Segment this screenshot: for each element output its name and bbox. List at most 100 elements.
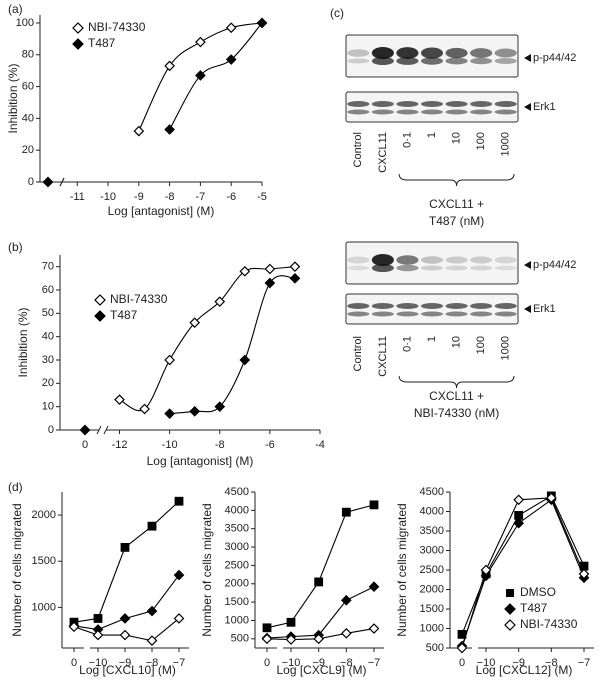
x-axis-title: Log [CXCL12] (M) — [476, 663, 573, 677]
y-tick-label: 4500 — [225, 486, 249, 498]
blot-band — [347, 58, 370, 64]
blot-band — [470, 57, 493, 65]
marker — [139, 403, 150, 415]
lane-label: Control — [352, 132, 364, 167]
blot-band — [396, 311, 419, 317]
y-tick-label: 1500 — [225, 596, 249, 608]
marker — [264, 277, 276, 289]
marker — [456, 642, 468, 654]
y-tick-label: 3500 — [225, 523, 249, 535]
blot-band — [371, 264, 394, 272]
x-tick-label: −7 — [578, 657, 591, 669]
blot-band — [470, 109, 493, 115]
y-tick-label: 1500 — [32, 555, 56, 567]
fit-curve — [169, 22, 263, 130]
blot-band — [494, 101, 517, 107]
x-tick-label: -7 — [196, 191, 206, 203]
lane-label: 1 — [426, 132, 438, 138]
y-axis-title: Inhibition (%) — [6, 63, 20, 133]
blot-band — [347, 256, 370, 264]
band-label: Erk1 — [533, 101, 556, 113]
marker — [262, 623, 272, 633]
y-tick-label: 3000 — [225, 541, 249, 553]
legend-symbol — [506, 589, 514, 597]
marker — [239, 354, 251, 366]
blot-band — [371, 47, 394, 59]
legend-label: NBI-74330 — [88, 20, 146, 34]
band-arrow — [524, 103, 531, 111]
legend-label: T487 — [88, 36, 116, 50]
y-tick-label: 50 — [42, 307, 54, 319]
marker — [189, 405, 201, 417]
y-tick-label: 40 — [42, 331, 54, 343]
legend-symbol — [504, 619, 516, 631]
x-tick-label: −7 — [368, 657, 381, 669]
blot-band — [445, 109, 468, 115]
x-tick-label: −10 — [282, 657, 301, 669]
x-tick-label: -8 — [215, 439, 225, 451]
y-tick-label: 500 — [231, 633, 249, 645]
marker — [92, 629, 104, 641]
y-tick-label: 2000 — [32, 509, 56, 521]
marker — [93, 614, 103, 623]
blot-band — [445, 311, 468, 317]
marker — [513, 494, 525, 506]
panel-label: (b) — [8, 240, 23, 254]
x-tick-label: -6 — [226, 191, 236, 203]
blot-band — [396, 109, 419, 115]
marker — [225, 22, 237, 34]
marker — [164, 124, 175, 135]
marker — [545, 492, 557, 504]
blot-band — [420, 265, 444, 271]
marker — [195, 70, 206, 81]
marker — [195, 36, 206, 48]
blot-band — [420, 47, 444, 59]
blot-band — [371, 311, 394, 317]
axis-break — [96, 425, 102, 435]
marker — [368, 623, 380, 634]
legend-symbol — [504, 603, 516, 615]
bracket — [398, 173, 515, 187]
y-tick-label: 4000 — [420, 505, 444, 517]
lane-label: Control — [352, 336, 364, 371]
x-axis-title: Log [antagonist] (M) — [147, 454, 254, 468]
marker — [146, 605, 158, 617]
legend-label: T487 — [520, 601, 548, 615]
marker — [147, 521, 157, 531]
blot-band — [494, 48, 517, 58]
legend-label: T487 — [110, 308, 138, 322]
y-tick-label: 1000 — [225, 614, 249, 626]
marker — [341, 507, 351, 517]
x-tick-label: 0 — [82, 439, 88, 451]
blot-band — [347, 303, 370, 309]
lane-label: CXCL11 — [377, 132, 389, 173]
series-line — [266, 504, 375, 629]
fit-curve — [169, 275, 296, 415]
blot-band — [494, 303, 517, 309]
blot-band — [347, 265, 370, 271]
marker — [289, 272, 301, 284]
y-tick-label: 500 — [426, 642, 444, 654]
blot-band — [445, 303, 468, 309]
x-tick-label: -4 — [315, 439, 325, 451]
blot-band — [396, 264, 419, 272]
y-axis-title: Inhibition (%) — [16, 307, 30, 377]
lane-label: 10 — [450, 336, 462, 348]
y-axis-title: Number of cells migrated — [200, 503, 214, 636]
y-tick-label: 80 — [22, 49, 34, 61]
treatment-label: T487 (nM) — [429, 214, 484, 228]
blot-band — [420, 256, 444, 264]
marker — [239, 265, 251, 277]
blot-band — [494, 109, 517, 115]
blot-band — [396, 101, 419, 107]
blot-band — [494, 256, 517, 264]
legend-label: NBI-74330 — [520, 617, 578, 631]
series-line — [73, 500, 180, 623]
y-tick-label: 60 — [22, 80, 34, 92]
panel-label: (a) — [8, 2, 23, 16]
y-tick-label: 20 — [22, 144, 34, 156]
y-tick-label: 40 — [22, 112, 34, 124]
x-tick-label: −9 — [312, 657, 325, 669]
marker — [120, 542, 130, 552]
